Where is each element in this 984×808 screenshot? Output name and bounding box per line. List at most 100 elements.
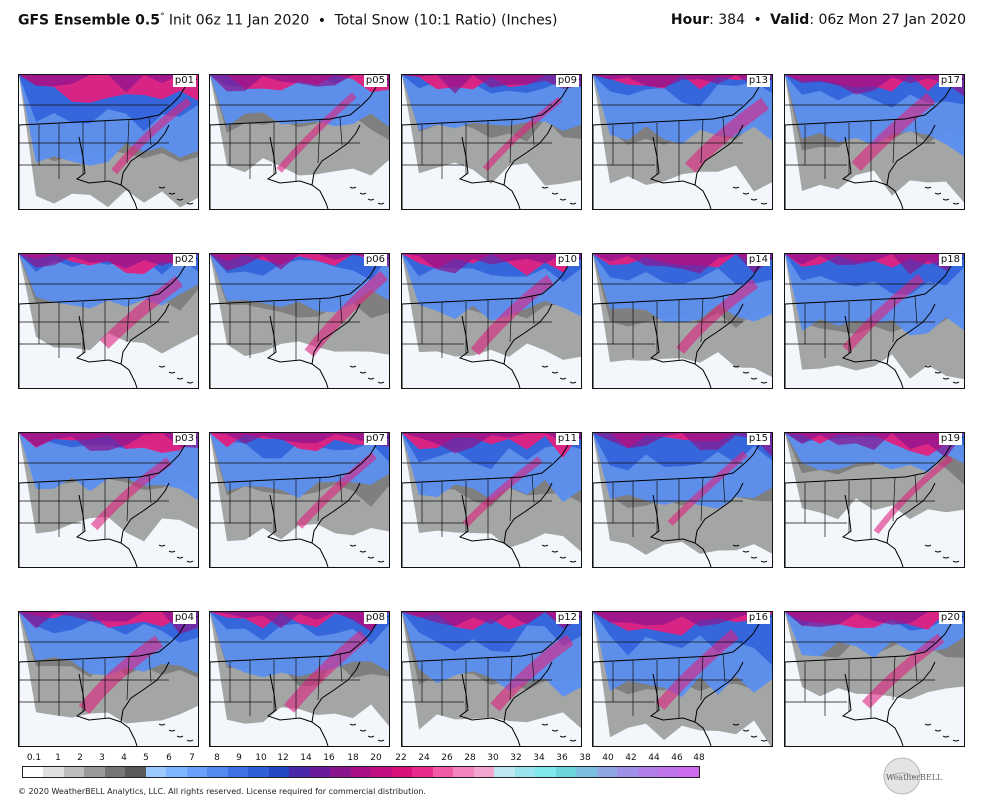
member-label: p02 [172, 254, 196, 266]
member-label: p14 [746, 254, 770, 266]
snow-band [785, 433, 964, 458]
colorbar-swatch [596, 767, 618, 777]
member-label: p18 [938, 254, 962, 266]
ensemble-member-panel-p02: p02 [18, 253, 199, 389]
snow-streak [482, 96, 563, 172]
snow-map [210, 612, 389, 746]
member-label: p10 [555, 254, 579, 266]
state-borders [593, 462, 743, 539]
state-borders [593, 104, 743, 181]
colorbar-swatch [535, 767, 556, 777]
colorbar-tick-label: 18 [347, 753, 359, 763]
state-borders [785, 462, 935, 539]
colorbar-swatch [227, 767, 249, 777]
colorbar-tick-label: 9 [236, 753, 242, 763]
colorbar-swatch [23, 767, 44, 777]
state-borders [593, 641, 743, 718]
colorbar-tick-label: 30 [487, 753, 499, 763]
snow-band [210, 254, 389, 271]
colorbar-swatch [473, 767, 495, 777]
snow-streak [111, 97, 192, 175]
colorbar-tick-label: 4 [121, 753, 127, 763]
colorbar-swatch [186, 767, 208, 777]
coastline [19, 257, 198, 388]
colorbar-tick-label: 22 [395, 753, 407, 763]
snow-map [402, 612, 581, 746]
ensemble-member-panel-p11: p11 [401, 432, 582, 568]
ensemble-member-panel-p20: p20 [784, 611, 965, 747]
coastline [19, 436, 198, 567]
snow-band [19, 433, 198, 451]
ensemble-member-panel-p01: p01 [18, 74, 199, 210]
snow-streak [862, 633, 945, 709]
state-borders [210, 104, 360, 181]
ensemble-member-panel-p14: p14 [592, 253, 773, 389]
coastline [210, 257, 389, 388]
colorbar-tick-label: 1 [55, 753, 61, 763]
colorbar-swatch [145, 767, 167, 777]
snow-map [19, 254, 198, 388]
snow-map [593, 75, 772, 209]
colorbar-swatch [43, 767, 64, 777]
snow-map [402, 433, 581, 567]
state-borders [593, 283, 743, 360]
colorbar-tick-label: 2 [77, 753, 83, 763]
member-label: p07 [363, 433, 387, 445]
colorbar-swatch [166, 767, 187, 777]
member-label: p11 [555, 433, 579, 445]
colorbar-tick-label: 26 [441, 753, 453, 763]
coastline [402, 78, 581, 209]
snow-streak [667, 451, 748, 526]
state-borders [19, 462, 169, 539]
member-label: p04 [172, 612, 196, 624]
valid-info: Hour: 384 • Valid: 06z Mon 27 Jan 2020 [671, 12, 966, 28]
state-borders [402, 283, 552, 360]
snow-band [593, 254, 772, 285]
member-label: p17 [938, 75, 962, 87]
colorbar-tick-label: 6 [166, 753, 172, 763]
snow-band [19, 433, 198, 453]
product-name: Total Snow (10:1 Ratio) (Inches) [334, 12, 558, 29]
snow-streak [851, 92, 936, 172]
colorbar-swatch [514, 767, 536, 777]
snow-streak [462, 456, 543, 528]
coastline [402, 615, 581, 746]
degree-mark: ° [159, 12, 165, 22]
title-bar: GFS Ensemble 0.5° Init 06z 11 Jan 2020 •… [18, 12, 557, 29]
snow-map [593, 254, 772, 388]
init-time: Init 06z 11 Jan 2020 [168, 12, 310, 29]
colorbar-tick-label: 12 [277, 753, 289, 763]
snow-map [19, 612, 198, 746]
snow-streak [296, 452, 377, 529]
valid-value: : 06z Mon 27 Jan 2020 [809, 12, 966, 28]
colorbar-tick-label: 16 [323, 753, 335, 763]
snow-map [19, 433, 198, 567]
state-borders [210, 462, 360, 539]
member-label: p08 [363, 612, 387, 624]
member-label: p09 [555, 75, 579, 87]
colorbar-swatch [576, 767, 597, 777]
colorbar-swatch [63, 767, 85, 777]
colorbar-swatch [330, 767, 351, 777]
coastline [785, 78, 964, 209]
snow-streak [78, 635, 163, 715]
snow-band [593, 254, 772, 274]
snow-map [785, 612, 964, 746]
snow-map [785, 254, 964, 388]
coastline [593, 257, 772, 388]
colorbar-swatch [84, 767, 105, 777]
coastline [593, 78, 772, 209]
snow-streak [490, 634, 574, 712]
colorbar-tick-label: 48 [693, 753, 705, 763]
colorbar-swatch [555, 767, 577, 777]
snow-band [210, 433, 389, 447]
state-borders [19, 283, 169, 360]
snow-streak [676, 279, 759, 354]
colorbar-tick-label: 42 [625, 753, 637, 763]
ensemble-member-panel-p07: p07 [209, 432, 390, 568]
ensemble-member-panel-p03: p03 [18, 432, 199, 568]
copyright-footer: © 2020 WeatherBELL Analytics, LLC. All r… [18, 787, 426, 796]
snow-band [402, 75, 581, 94]
coastline [19, 78, 198, 209]
member-label: p06 [363, 254, 387, 266]
